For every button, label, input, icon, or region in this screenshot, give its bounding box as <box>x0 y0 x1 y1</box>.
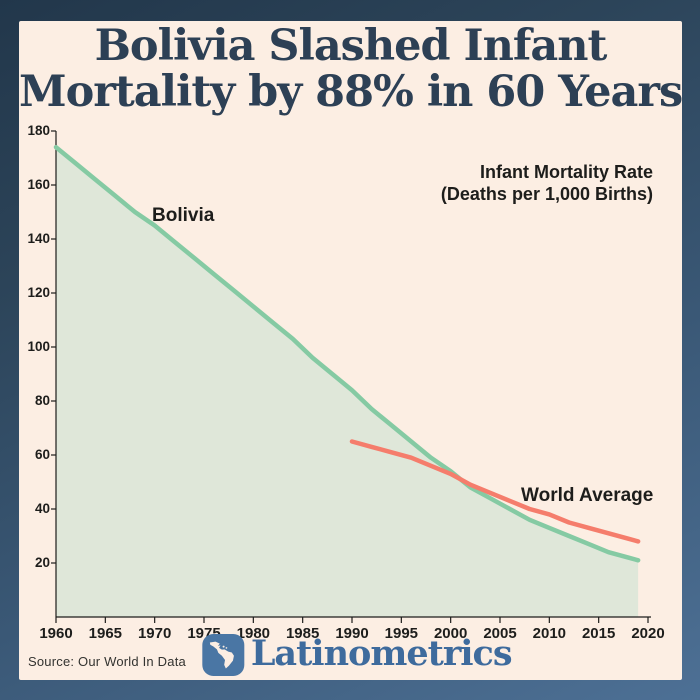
line-chart <box>51 130 651 623</box>
x-tick-label: 1970 <box>137 625 172 642</box>
y-tick-label: 100 <box>27 339 50 354</box>
x-tick-label: 2020 <box>631 625 665 642</box>
y-tick-label: 140 <box>27 231 50 246</box>
source-attribution: Source: Our World In Data <box>28 654 186 669</box>
legend-title: Infant Mortality Rate (Deaths per 1,000 … <box>441 162 653 205</box>
series-label-world-average: World Average <box>521 485 654 506</box>
x-tick-label: 1965 <box>88 625 123 642</box>
legend-title-line1: Infant Mortality Rate <box>479 162 653 182</box>
y-tick-label: 80 <box>34 393 50 408</box>
x-tick-label: 1995 <box>384 625 419 642</box>
chart-title-line2: Mortality by 88% in 60 Years <box>19 67 683 117</box>
y-tick-label: 160 <box>27 177 50 192</box>
x-tick-label: 1990 <box>335 625 369 642</box>
y-tick-label: 40 <box>34 501 50 516</box>
x-tick-label: 2005 <box>483 625 517 642</box>
chart-card: Bolivia Slashed Infant Mortality by 88% … <box>19 21 683 680</box>
latin-america-map-glyph <box>209 641 234 669</box>
y-tick-label: 180 <box>27 123 50 138</box>
logo-wordmark: Latinometrics <box>250 632 513 674</box>
y-tick-label: 60 <box>34 447 50 462</box>
x-tick-label: 1960 <box>39 625 73 642</box>
latinometrics-logo: Latinometrics <box>201 632 513 676</box>
chart-title-line1: Bolivia Slashed Infant <box>94 21 608 71</box>
series-line-bolivia <box>53 144 641 563</box>
x-tick-label: 2000 <box>433 625 468 642</box>
latin-america-map-icon <box>201 634 244 676</box>
y-tick-label: 20 <box>34 555 50 570</box>
x-tick-label: 2015 <box>581 625 616 642</box>
y-tick-label: 120 <box>27 285 50 300</box>
x-tick-label: 1985 <box>285 625 320 642</box>
x-tick-label: 1980 <box>236 625 271 642</box>
x-tick-label: 2010 <box>532 625 567 642</box>
series-line-world-average <box>349 439 641 544</box>
chart-title: Bolivia Slashed Infant Mortality by 88% … <box>19 21 683 117</box>
series-label-bolivia: Bolivia <box>152 205 215 226</box>
legend-title-line2: (Deaths per 1,000 Births) <box>440 183 653 204</box>
